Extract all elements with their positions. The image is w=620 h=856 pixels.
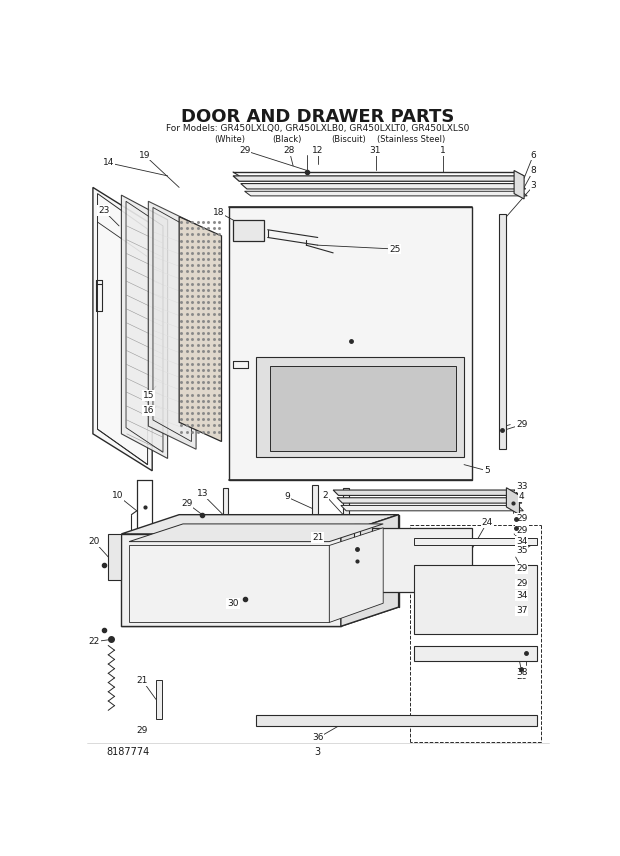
Text: 9: 9 [284,492,290,502]
Polygon shape [148,201,196,449]
Text: 29: 29 [136,726,148,734]
Polygon shape [241,183,526,189]
Text: 29: 29 [516,514,528,523]
Text: 22: 22 [89,637,100,646]
Text: 29: 29 [516,564,528,573]
Text: (Biscuit): (Biscuit) [332,135,366,144]
Polygon shape [156,681,162,719]
Text: 34: 34 [516,537,528,546]
Text: 29: 29 [516,580,528,588]
Text: 19: 19 [139,151,150,159]
Text: 29: 29 [181,499,193,508]
Text: 10: 10 [112,491,123,500]
Text: 18: 18 [213,207,224,217]
Polygon shape [233,175,524,181]
Text: 29: 29 [516,672,528,681]
Polygon shape [270,366,456,451]
Text: 23: 23 [98,206,109,215]
Text: 15: 15 [143,391,154,400]
Text: 20: 20 [89,537,100,546]
Text: 29: 29 [516,526,528,534]
Text: 16: 16 [143,407,154,415]
Text: 28: 28 [283,146,295,155]
Text: (Stainless Steel): (Stainless Steel) [377,135,445,144]
Text: 12: 12 [312,146,324,155]
Polygon shape [312,485,317,531]
Polygon shape [414,565,537,634]
Polygon shape [514,170,524,199]
Polygon shape [245,191,527,196]
Text: DOOR AND DRAWER PARTS: DOOR AND DRAWER PARTS [181,108,454,126]
Text: 2: 2 [322,491,328,500]
Text: 25: 25 [389,245,401,253]
Text: 21: 21 [136,675,148,685]
Text: 29: 29 [516,420,528,429]
Polygon shape [341,514,399,627]
Text: 30: 30 [228,598,239,608]
Polygon shape [108,534,122,580]
Polygon shape [256,715,537,727]
Text: 8187774: 8187774 [106,746,149,757]
Polygon shape [329,528,383,622]
Polygon shape [122,195,167,459]
Text: 3: 3 [531,181,536,190]
Text: For Models: GR450LXLQ0, GR450LXLB0, GR450LXLT0, GR450LXLS0: For Models: GR450LXLQ0, GR450LXLB0, GR45… [166,124,469,134]
Text: 14: 14 [103,158,114,167]
Text: 8: 8 [531,166,536,175]
Text: 35: 35 [516,546,528,556]
Polygon shape [233,220,264,241]
Polygon shape [498,214,507,449]
Polygon shape [122,514,399,534]
Polygon shape [122,534,341,627]
Polygon shape [371,528,472,591]
Text: 38: 38 [516,668,528,677]
Polygon shape [223,488,228,542]
Polygon shape [354,524,360,588]
Polygon shape [414,645,537,661]
Polygon shape [229,206,472,480]
Polygon shape [414,538,537,545]
Polygon shape [343,488,349,542]
Text: 13: 13 [197,490,208,498]
Polygon shape [333,490,520,496]
Text: 5: 5 [484,467,490,475]
Text: 4: 4 [519,492,525,502]
Polygon shape [129,524,383,542]
Text: 36: 36 [312,734,324,742]
Polygon shape [93,187,152,471]
Text: (White): (White) [214,135,245,144]
Text: 31: 31 [370,146,381,155]
Text: 6: 6 [531,151,536,159]
Text: 3: 3 [315,746,321,757]
Text: 21: 21 [312,533,324,542]
Polygon shape [507,488,520,514]
Polygon shape [179,217,221,442]
Text: 34: 34 [516,591,528,600]
Text: eReplacementParts.com: eReplacementParts.com [260,391,395,401]
Text: 24: 24 [482,518,493,527]
Text: 1: 1 [440,146,446,155]
Polygon shape [337,497,522,503]
Text: 37: 37 [516,606,528,615]
Text: 29: 29 [239,146,250,155]
Text: (Black): (Black) [272,135,301,144]
Polygon shape [341,505,523,511]
Text: 33: 33 [516,482,528,490]
Polygon shape [129,545,329,622]
Polygon shape [256,357,464,457]
